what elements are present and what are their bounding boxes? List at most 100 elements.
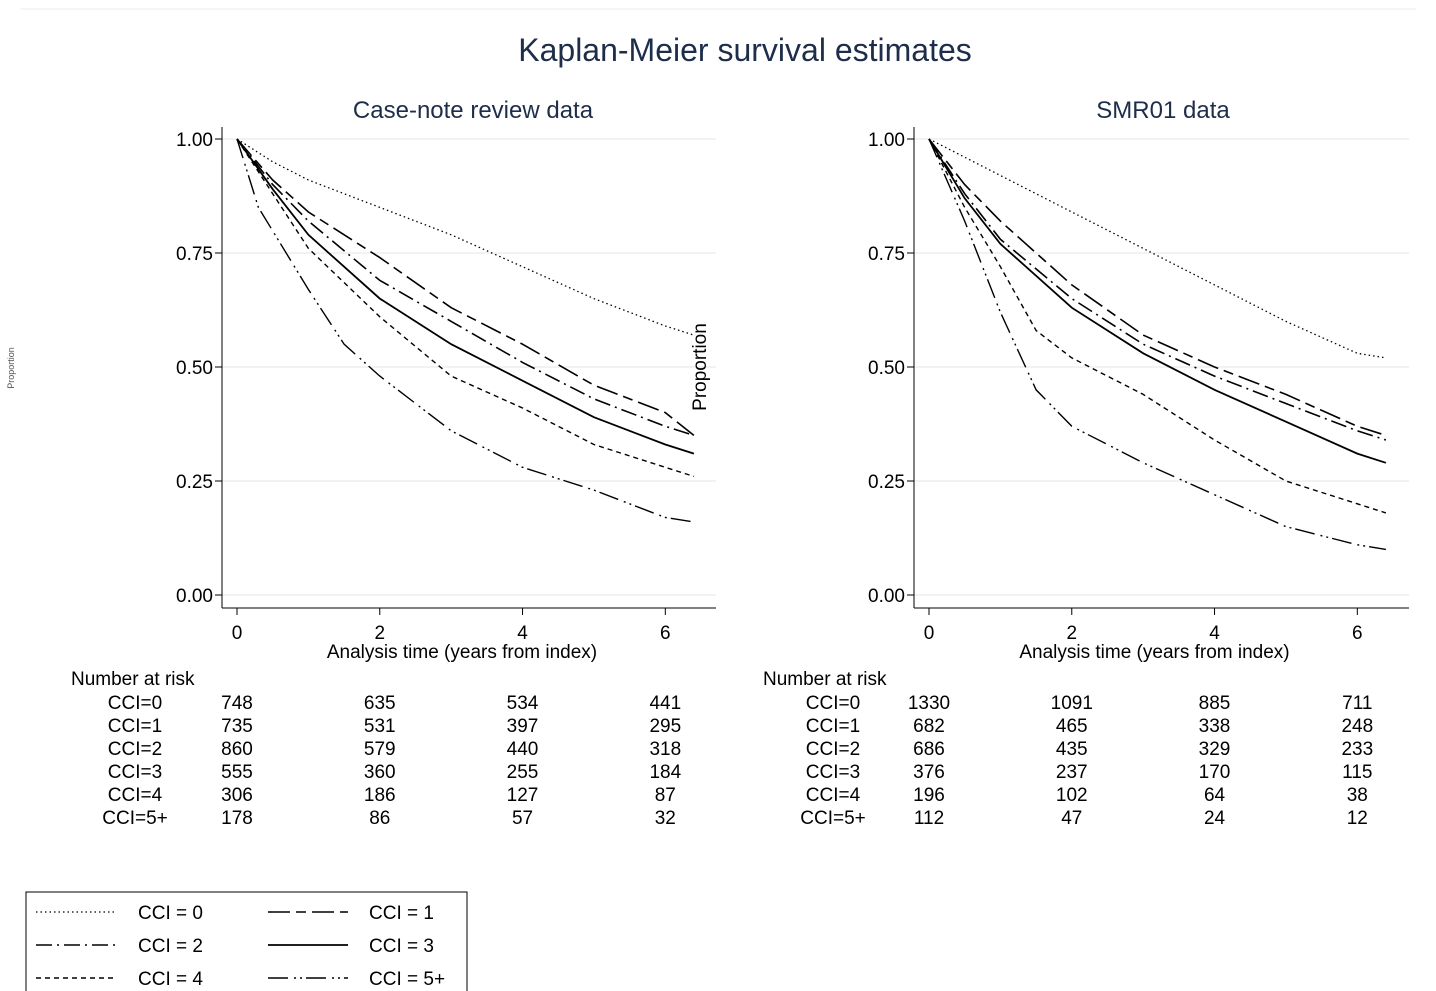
chart-panels: Case-note review data 0.00 0.25 0.50 0.75 1.0… [71, 97, 1409, 829]
survival-curve-cci3 [236, 138, 695, 455]
panel-title: SMR01 data [1096, 97, 1230, 124]
risk-count: 1330 [908, 693, 950, 714]
survival-curve-cci1 [928, 138, 1387, 437]
risk-count: 579 [364, 739, 396, 760]
risk-row-label: CCI=1 [806, 716, 860, 737]
risk-count: 860 [221, 739, 253, 760]
risk-count: 255 [507, 762, 539, 783]
x-tick-label: 6 [660, 623, 671, 644]
survival-curve-cci1 [236, 138, 695, 437]
x-tick-label: 0 [924, 623, 935, 644]
legend-item-label: CCI = 0 [138, 903, 203, 924]
risk-row-label: CCI=1 [108, 716, 162, 737]
survival-curve-cci2 [928, 138, 1387, 441]
risk-count: 318 [649, 739, 681, 760]
legend-item-label: CCI = 1 [369, 903, 434, 924]
y-axis-title: Proportion [690, 323, 711, 411]
risk-row-label: CCI=3 [108, 762, 162, 783]
risk-count: 465 [1056, 716, 1088, 737]
risk-count: 435 [1056, 739, 1088, 760]
x-tick-label: 2 [374, 623, 385, 644]
risk-count: 748 [221, 693, 253, 714]
x-tick-label: 4 [1209, 623, 1220, 644]
risk-table-header: Number at risk [71, 669, 195, 690]
risk-count: 397 [507, 716, 539, 737]
risk-count: 127 [507, 785, 539, 806]
risk-count: 112 [914, 808, 944, 829]
risk-count: 24 [1204, 808, 1226, 829]
risk-count: 635 [364, 693, 396, 714]
risk-row-label: CCI=5+ [102, 808, 167, 829]
survival-curve-cci5+ [928, 138, 1387, 551]
risk-row-label: CCI=3 [806, 762, 860, 783]
y-tick-label: 1.00 [868, 130, 905, 151]
y-tick-label: 0.75 [868, 244, 905, 265]
legend-box [25, 891, 468, 991]
risk-count: 64 [1204, 785, 1226, 806]
risk-count: 102 [1056, 785, 1088, 806]
x-tick-label: 0 [232, 623, 243, 644]
y-tick-label: 0.25 [176, 472, 213, 493]
y-tick-label: 0.00 [176, 586, 213, 607]
risk-count: 32 [655, 808, 676, 829]
panel-title: Case-note review data [353, 97, 594, 124]
risk-count: 115 [1342, 762, 1372, 783]
risk-count: 38 [1347, 785, 1368, 806]
left-axis-label-faint: Proportion [6, 347, 16, 389]
risk-count: 441 [649, 693, 681, 714]
figure-title: Kaplan-Meier survival estimates [518, 32, 972, 68]
risk-row-label: CCI=4 [108, 785, 163, 806]
legend-item-label: CCI = 5+ [369, 969, 445, 990]
y-tick-label: 0.50 [176, 358, 213, 379]
risk-count: 440 [507, 739, 539, 760]
risk-count: 686 [913, 739, 945, 760]
risk-count: 555 [221, 762, 253, 783]
risk-row-label: CCI=0 [806, 693, 860, 714]
risk-count: 184 [649, 762, 681, 783]
x-tick-label: 4 [517, 623, 528, 644]
risk-count: 1091 [1051, 693, 1093, 714]
risk-count: 86 [369, 808, 390, 829]
legend-item-label: CCI = 4 [138, 969, 203, 990]
risk-count: 306 [221, 785, 253, 806]
y-tick-label: 0.00 [868, 586, 905, 607]
risk-count: 360 [364, 762, 396, 783]
risk-count: 682 [913, 716, 945, 737]
legend-item-label: CCI = 2 [138, 936, 203, 957]
legend: CCI = 0 CCI = 1 CCI = 2 CCI = 3 CCI = 4 CCI =… [25, 891, 468, 991]
y-tick-label: 0.25 [868, 472, 905, 493]
y-tick-label: 0.75 [176, 244, 213, 265]
risk-count: 237 [1056, 762, 1088, 783]
survival-curve-cci5+ [236, 138, 695, 523]
risk-count: 170 [1199, 762, 1231, 783]
risk-count: 711 [1342, 693, 1372, 714]
risk-count: 248 [1341, 716, 1373, 737]
risk-row-label: CCI=2 [108, 739, 162, 760]
risk-row-label: CCI=4 [806, 785, 861, 806]
risk-count: 47 [1061, 808, 1082, 829]
risk-count: 12 [1347, 808, 1368, 829]
risk-row-label: CCI=5+ [800, 808, 865, 829]
x-tick-label: 2 [1066, 623, 1077, 644]
risk-count: 735 [221, 716, 253, 737]
risk-count: 295 [649, 716, 681, 737]
risk-count: 534 [507, 693, 539, 714]
risk-count: 531 [364, 716, 396, 737]
y-tick-label: 1.00 [176, 130, 213, 151]
risk-count: 186 [364, 785, 396, 806]
survival-curve-cci4 [928, 138, 1387, 514]
risk-row-label: CCI=0 [108, 693, 162, 714]
risk-count: 178 [221, 808, 253, 829]
risk-count: 57 [512, 808, 533, 829]
x-axis-title: Analysis time (years from index) [327, 642, 597, 663]
risk-table-header: Number at risk [763, 669, 887, 690]
risk-count: 338 [1199, 716, 1231, 737]
risk-count: 376 [913, 762, 945, 783]
survival-curve-cci2 [236, 138, 695, 437]
risk-count: 233 [1341, 739, 1373, 760]
risk-row-label: CCI=2 [806, 739, 860, 760]
x-axis-title: Analysis time (years from index) [1019, 642, 1289, 663]
risk-count: 329 [1199, 739, 1231, 760]
